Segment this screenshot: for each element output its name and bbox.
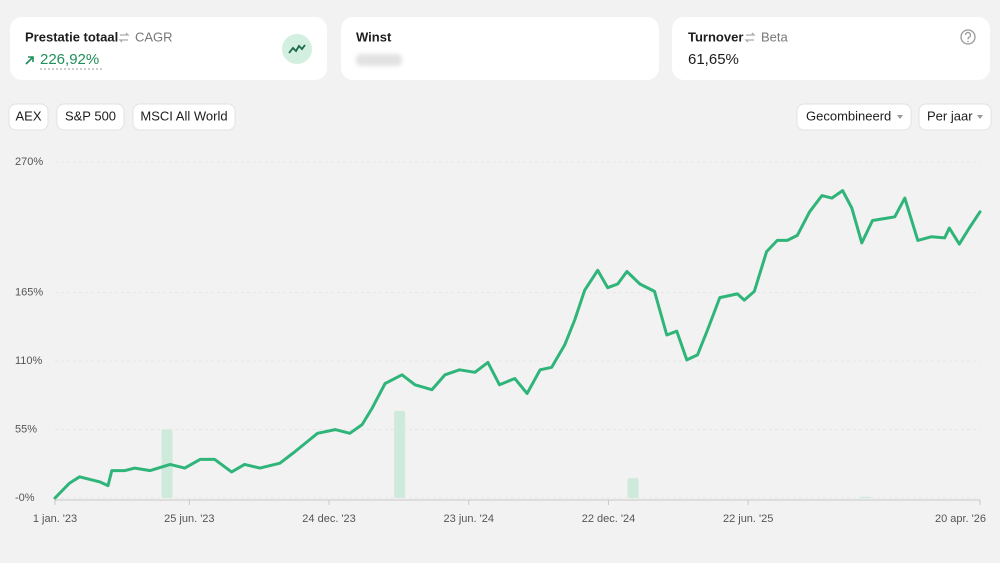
benchmark-button[interactable] [56, 103, 125, 131]
x-tick-label: 24 dec. '23 [302, 513, 355, 525]
dropdown[interactable] [918, 103, 992, 131]
x-tick-label: 23 jun. '24 [444, 513, 494, 525]
benchmark-button[interactable] [8, 103, 49, 131]
x-tick-label: 20 apr. '26 [935, 513, 986, 525]
y-tick-label: 110% [15, 355, 43, 367]
card-alt[interactable]: CAGR [135, 29, 173, 44]
swap-icon[interactable] [118, 32, 130, 43]
dropdown-label[interactable]: Per jaar [927, 108, 973, 123]
card-alt[interactable]: Beta [761, 29, 789, 44]
x-tick-label: 1 jan. '23 [33, 513, 77, 525]
caret [897, 115, 903, 119]
y-tick-label: 55% [15, 423, 37, 435]
y-tick-label: 270% [15, 156, 43, 168]
plot: -0% 55% 110% 165% 270% 1 jan. '23 25 jun. '23 2… [15, 156, 986, 525]
trend-glyph [288, 44, 306, 54]
y-tick-label: 165% [15, 287, 43, 299]
up-arrow [25, 56, 34, 65]
card-value: 226,92% [40, 51, 99, 68]
card-title: Prestatie totaal [25, 29, 118, 44]
card-value: 61,65% [688, 51, 739, 68]
card [10, 17, 327, 80]
card [341, 17, 659, 80]
benchmark-button[interactable] [132, 103, 236, 131]
card-title: Turnover [688, 29, 743, 44]
line [53, 189, 982, 500]
caret [977, 115, 983, 119]
help-icon[interactable] [960, 29, 976, 45]
y-tick-label: -0% [15, 492, 35, 504]
card [672, 17, 990, 80]
dropdown-label[interactable]: Gecombineerd [806, 108, 891, 123]
card-title: Winst [356, 29, 392, 44]
help-dot [967, 40, 969, 43]
bar [860, 496, 872, 498]
bar [394, 410, 406, 498]
button-label[interactable]: S&P 500 [65, 108, 116, 123]
x-tick-label: 22 jun. '25 [723, 513, 773, 525]
bar [627, 478, 639, 498]
blurred-value [356, 54, 402, 66]
x-tick-label: 25 jun. '23 [164, 513, 214, 525]
dropdown[interactable] [796, 103, 912, 131]
x-tick-label: 22 dec. '24 [582, 513, 635, 525]
swap-icon[interactable] [744, 32, 756, 43]
button-label[interactable]: MSCI All World [140, 108, 227, 123]
help-glyph [964, 31, 972, 40]
button-label[interactable]: AEX [15, 108, 41, 123]
